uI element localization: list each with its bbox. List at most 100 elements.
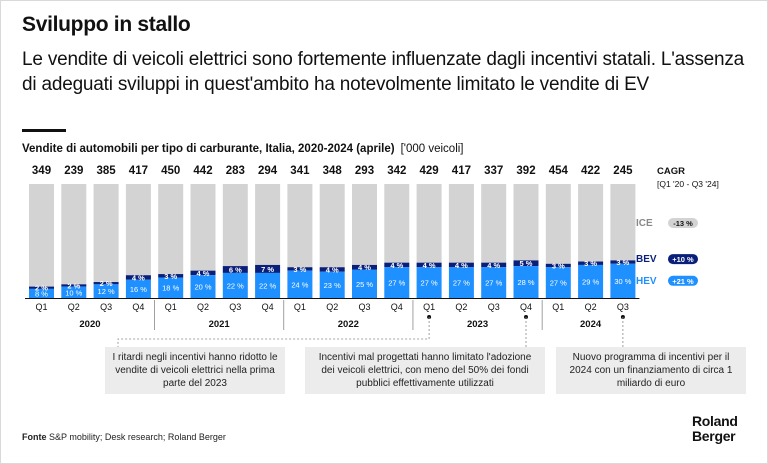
bar-segment-ice (287, 184, 313, 268)
bar-segment-ice (61, 184, 87, 285)
cagr-pill-ice (668, 218, 698, 228)
annotation-poor-incentives: Incentivi mal progettati hanno limitato … (305, 347, 545, 394)
bar-segment-hev (481, 267, 507, 298)
page-subtitle: Le vendite di veicoli elettrici sono for… (22, 49, 745, 95)
x-tick-label: Q3 (100, 302, 112, 312)
x-tick-label: Q3 (229, 302, 241, 312)
x-tick-label: Q1 (423, 302, 435, 312)
bar-total-label: 450 (161, 165, 180, 177)
bar-segment-bev (319, 267, 345, 272)
bar-segment-ice (158, 184, 184, 275)
annotation-new-program: Nuovo programma di incentivi per il 2024… (556, 347, 746, 394)
bar-label-hev: 27 % (550, 279, 567, 288)
bar-segment-bev (29, 286, 54, 289)
bar-label-hev: 22 % (227, 281, 244, 290)
cagr-pill-hev (668, 275, 698, 286)
bar-segment-hev (448, 267, 474, 298)
bar-label-hev: 27 % (453, 279, 470, 288)
bar-segment-bev (448, 262, 474, 268)
bar-segment-bev (513, 260, 539, 267)
bar-segment-hev (222, 272, 248, 298)
bar-segment-ice (578, 184, 604, 262)
bar-segment-bev (158, 274, 184, 278)
bar-segment-hev (578, 264, 604, 298)
bar-label-hev: 27 % (421, 279, 438, 288)
bar-total-label: 417 (452, 165, 471, 177)
x-tick-label: Q4 (262, 302, 274, 312)
legend-label-hev: HEV (636, 276, 657, 287)
title-divider (22, 129, 66, 132)
bar-segment-ice (29, 184, 54, 287)
bar-segment-ice (481, 184, 507, 263)
bar-label-bev: 4 % (390, 261, 403, 270)
bar-segment-bev (384, 262, 410, 268)
bar-segment-hev (384, 267, 410, 298)
bar-segment-bev (190, 270, 216, 276)
bar-segment-hev (416, 267, 442, 298)
bar-segment-bev (352, 264, 377, 270)
bar-segment-ice (545, 184, 571, 264)
bar-segment-bev (125, 275, 151, 280)
bar-label-hev: 20 % (194, 283, 211, 292)
bar-segment-ice (93, 184, 119, 283)
legend-label-ice: ICE (636, 218, 653, 229)
x-tick-label: Q4 (391, 302, 403, 312)
x-tick-label: Q4 (520, 302, 532, 312)
x-tick-label: Q1 (294, 302, 306, 312)
bar-total-label: 337 (484, 165, 503, 177)
bar-total-label: 417 (129, 165, 148, 177)
page-title: Sviluppo in stallo (22, 13, 191, 36)
bar-total-label: 283 (226, 165, 245, 177)
bar-total-label: 422 (581, 165, 600, 177)
roland-berger-logo: Roland Berger (692, 414, 738, 444)
year-label: 2024 (580, 319, 602, 330)
bar-label-bev: 3 % (552, 262, 565, 271)
year-label: 2021 (209, 319, 231, 330)
annotation-delay-incentives: I ritardi negli incentivi hanno ridotto … (105, 347, 285, 394)
bar-label-hev: 22 % (259, 281, 276, 290)
cagr-value-hev: +21 % (672, 277, 694, 286)
bar-label-hev: 28 % (517, 278, 534, 287)
logo-line-2: Berger (692, 428, 736, 444)
bar-segment-ice (125, 184, 151, 276)
bar-total-label: 392 (516, 165, 535, 177)
bar-label-hev: 18 % (162, 284, 179, 293)
bar-label-bev: 5 % (520, 259, 533, 268)
bar-total-label: 341 (290, 165, 310, 177)
bar-total-label: 342 (387, 165, 406, 177)
bar-label-bev: 4 % (326, 266, 339, 275)
cagr-title: CAGR (657, 166, 685, 177)
bar-label-hev: 27 % (388, 279, 405, 288)
bar-segment-hev (255, 272, 281, 298)
year-label: 2023 (467, 319, 488, 330)
bar-label-bev: 4 % (197, 269, 210, 278)
bar-label-hev: 12 % (98, 287, 115, 296)
year-label: 2020 (79, 319, 100, 330)
bar-label-hev: 30 % (614, 277, 631, 286)
cagr-value-ice: -13 % (673, 219, 693, 228)
bar-segment-ice (255, 184, 281, 265)
x-tick-label: Q2 (68, 302, 80, 312)
bar-segment-ice (190, 184, 216, 271)
bar-segment-bev (578, 261, 604, 265)
legend-label-bev: BEV (636, 254, 657, 265)
bar-label-hev: 25 % (356, 280, 373, 289)
x-tick-label: Q1 (552, 302, 564, 312)
bar-label-hev: 27 % (485, 279, 502, 288)
bar-segment-hev (29, 288, 54, 298)
bar-segment-hev (190, 275, 216, 298)
x-tick-label: Q3 (488, 302, 500, 312)
bar-segment-hev (319, 271, 345, 298)
bar-segment-bev (255, 264, 281, 273)
bar-segment-ice (513, 184, 539, 261)
bar-label-bev: 7 % (261, 265, 274, 274)
x-tick-label: Q2 (455, 302, 467, 312)
x-tick-label: Q3 (617, 302, 629, 312)
bar-label-bev: 4 % (455, 261, 468, 270)
bar-total-label: 348 (323, 165, 343, 177)
bar-segment-ice (610, 184, 636, 261)
bar-total-label: 245 (613, 165, 633, 177)
x-tick-label: Q1 (35, 302, 47, 312)
bar-label-bev: 3 % (616, 258, 629, 267)
